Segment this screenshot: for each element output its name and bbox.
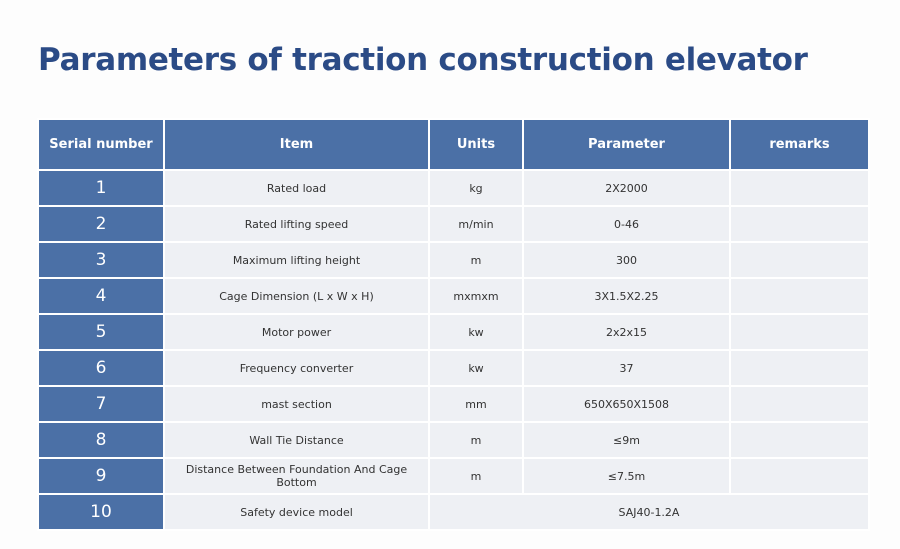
table-row: 10 Safety device model SAJ40-1.2A [37, 493, 870, 531]
table-row: 8 Wall Tie Distance m ≤9m [37, 421, 870, 459]
remarks-cell [729, 421, 870, 459]
units-cell: m [428, 241, 524, 279]
units-cell: m/min [428, 205, 524, 243]
units-cell: mxmxm [428, 277, 524, 315]
page-title: Parameters of traction construction elev… [38, 42, 808, 78]
header-row: Serial number Item Units Parameter remarks [37, 118, 870, 171]
table-row: 7 mast section mm 650X650X1508 [37, 385, 870, 423]
header-cell: Serial number [37, 118, 165, 171]
serial-cell: 7 [37, 385, 165, 423]
parameter-cell: ≤7.5m [522, 457, 731, 495]
header-cell: Parameter [522, 118, 731, 171]
table-row: 2 Rated lifting speed m/min 0-46 [37, 205, 870, 243]
serial-cell: 9 [37, 457, 165, 495]
units-cell: kw [428, 349, 524, 387]
parameter-cell: 37 [522, 349, 731, 387]
units-cell: kw [428, 313, 524, 351]
item-cell: Frequency converter [163, 349, 430, 387]
parameter-cell: 0-46 [522, 205, 731, 243]
parameter-cell: 2X2000 [522, 169, 731, 207]
serial-cell: 6 [37, 349, 165, 387]
item-cell: Motor power [163, 313, 430, 351]
parameter-cell: ≤9m [522, 421, 731, 459]
remarks-cell [729, 169, 870, 207]
item-cell: Maximum lifting height [163, 241, 430, 279]
parameter-cell: SAJ40-1.2A [428, 493, 870, 531]
parameter-cell: 650X650X1508 [522, 385, 731, 423]
item-cell: Rated load [163, 169, 430, 207]
serial-cell: 4 [37, 277, 165, 315]
header-cell: Item [163, 118, 430, 171]
item-cell: Safety device model [163, 493, 430, 531]
parameter-table: Serial number Item Units Parameter remarks 1… [37, 118, 870, 531]
table-row: 4 Cage Dimension (L x W x H) mxmxm 3X1.5X2.… [37, 277, 870, 315]
units-cell: m [428, 457, 524, 495]
serial-cell: 1 [37, 169, 165, 207]
remarks-cell [729, 241, 870, 279]
parameter-cell: 300 [522, 241, 731, 279]
header-cell: Units [428, 118, 524, 171]
table-row: 6 Frequency converter kw 37 [37, 349, 870, 387]
item-cell: Wall Tie Distance [163, 421, 430, 459]
units-cell: mm [428, 385, 524, 423]
remarks-cell [729, 349, 870, 387]
remarks-cell [729, 457, 870, 495]
item-cell: mast section [163, 385, 430, 423]
remarks-cell [729, 313, 870, 351]
serial-cell: 5 [37, 313, 165, 351]
remarks-cell [729, 385, 870, 423]
units-cell: m [428, 421, 524, 459]
parameter-cell: 3X1.5X2.25 [522, 277, 731, 315]
serial-cell: 3 [37, 241, 165, 279]
header-cell: remarks [729, 118, 870, 171]
table-row: 3 Maximum lifting height m 300 [37, 241, 870, 279]
units-cell: kg [428, 169, 524, 207]
table-row: 5 Motor power kw 2x2x15 [37, 313, 870, 351]
item-cell: Rated lifting speed [163, 205, 430, 243]
serial-cell: 8 [37, 421, 165, 459]
remarks-cell [729, 277, 870, 315]
parameter-cell: 2x2x15 [522, 313, 731, 351]
table-row: 1 Rated load kg 2X2000 [37, 169, 870, 207]
serial-cell: 2 [37, 205, 165, 243]
item-cell: Cage Dimension (L x W x H) [163, 277, 430, 315]
item-cell: Distance Between Foundation And Cage Bot… [163, 457, 430, 495]
remarks-cell [729, 205, 870, 243]
serial-cell: 10 [37, 493, 165, 531]
table-row: 9 Distance Between Foundation And Cage Bo… [37, 457, 870, 495]
